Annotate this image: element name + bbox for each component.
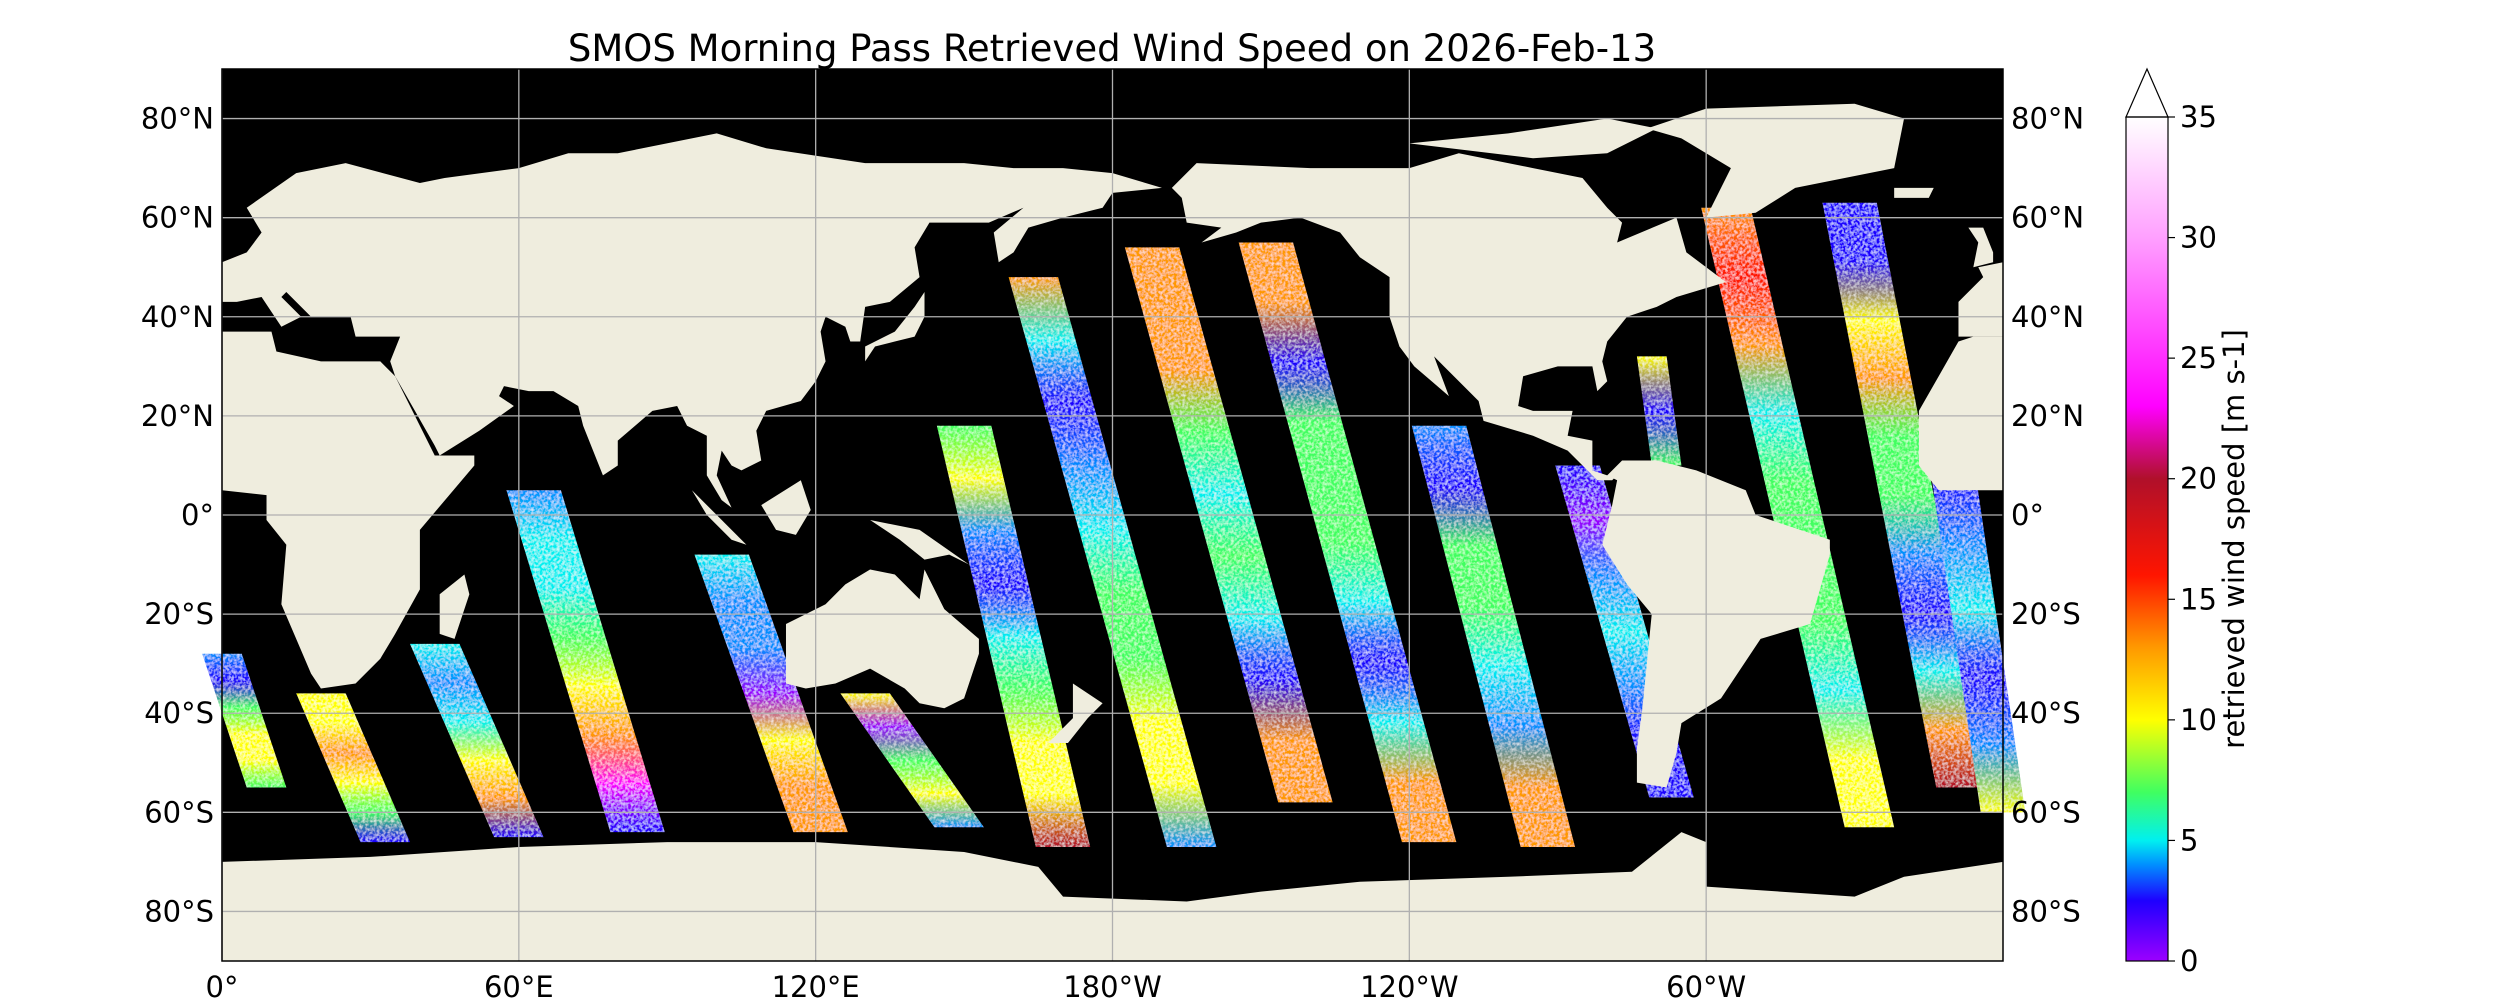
lon-tick-label: 120°E [772, 970, 860, 1000]
swath [1238, 242, 1457, 843]
swath [840, 693, 984, 828]
colorbar: 0 5 10 15 20 25 30 35 [2125, 67, 2217, 978]
lat-tick-label: 20°S [144, 597, 214, 631]
colorbar-tick-label: 35 [2180, 100, 2217, 134]
lat-tick-label: 0° [2011, 498, 2044, 532]
swath [1822, 202, 1991, 788]
swath [694, 554, 848, 833]
lat-tick-label: 40°S [144, 696, 214, 730]
map-panel [202, 68, 2026, 962]
colorbar-extend-arrow [2125, 67, 2169, 118]
landmass [1602, 460, 1830, 788]
colorbar-frame [2125, 116, 2169, 962]
lat-ticks-right: 80°N 60°N 40°N 20°N 0° 20°S 40°S 60°S 80°S [2011, 102, 2084, 929]
lat-tick-label: 40°S [2011, 696, 2081, 730]
lat-tick-label: 80°S [144, 894, 214, 928]
landmass [865, 292, 925, 362]
landmass [439, 574, 470, 639]
lat-tick-label: 60°S [144, 795, 214, 829]
landmass [222, 133, 1162, 508]
colorbar-label: retrieved wind speed [m s-1] [2217, 329, 2251, 749]
lat-tick-label: 60°N [2011, 201, 2084, 235]
landmass [1409, 118, 1657, 159]
lat-tick-label: 20°N [2011, 399, 2084, 433]
landmass [222, 832, 2003, 961]
colorbar-tick-label: 20 [2180, 462, 2217, 496]
lon-tick-label: 0° [206, 970, 239, 1000]
land-masses [222, 103, 2003, 961]
colorbar-gradient [2126, 117, 2168, 961]
lat-tick-label: 80°N [2011, 102, 2084, 136]
swath [1411, 425, 1576, 848]
lat-tick-label: 80°N [141, 102, 214, 136]
swath [506, 490, 665, 833]
lon-tick-label: 180°W [1063, 970, 1162, 1000]
swath [1931, 475, 2026, 813]
landmass [222, 331, 475, 689]
swath [1701, 207, 1895, 828]
lat-tick-label: 20°N [141, 399, 214, 433]
landmass [761, 480, 811, 535]
lat-tick-label: 80°S [2011, 894, 2081, 928]
lon-ticks-bottom: 0° 60°E 120°E 180°W 120°W 60°W [206, 970, 1747, 1000]
landmass [1894, 187, 1934, 198]
lat-tick-label: 40°N [141, 300, 214, 334]
lat-tick-label: 60°S [2011, 795, 2081, 829]
lat-tick-label: 0° [181, 498, 214, 532]
lon-tick-label: 60°W [1666, 970, 1746, 1000]
colorbar-tick-label: 10 [2180, 703, 2217, 737]
colorbar-tick-label: 25 [2180, 341, 2217, 375]
landmass [785, 569, 979, 709]
lon-tick-label: 120°W [1360, 970, 1459, 1000]
colorbar-tick-label: 30 [2180, 221, 2217, 255]
swath [296, 693, 410, 843]
swath [1124, 247, 1333, 803]
landmass [1646, 103, 1905, 218]
lat-ticks-left: 80°N 60°N 40°N 20°N 0° 20°S 40°S 60°S 80°S [141, 102, 214, 929]
swath [409, 643, 544, 838]
landmass [691, 490, 747, 545]
landmass [1918, 336, 2003, 491]
chart-title: SMOS Morning Pass Retrieved Wind Speed o… [568, 27, 1656, 70]
landmass [1968, 227, 1994, 268]
map-frame [221, 68, 2004, 962]
colorbar-tick-label: 5 [2180, 823, 2198, 857]
lat-tick-label: 20°S [2011, 597, 2081, 631]
lat-tick-label: 60°N [141, 201, 214, 235]
swath [202, 653, 287, 788]
swath [1636, 356, 1682, 466]
colorbar-tick-label: 0 [2180, 944, 2198, 978]
colorbar-tick-label: 15 [2180, 582, 2217, 616]
landmass [870, 519, 970, 565]
lon-tick-label: 60°E [484, 970, 554, 1000]
landmass [1958, 262, 2003, 337]
lat-tick-label: 40°N [2011, 300, 2084, 334]
